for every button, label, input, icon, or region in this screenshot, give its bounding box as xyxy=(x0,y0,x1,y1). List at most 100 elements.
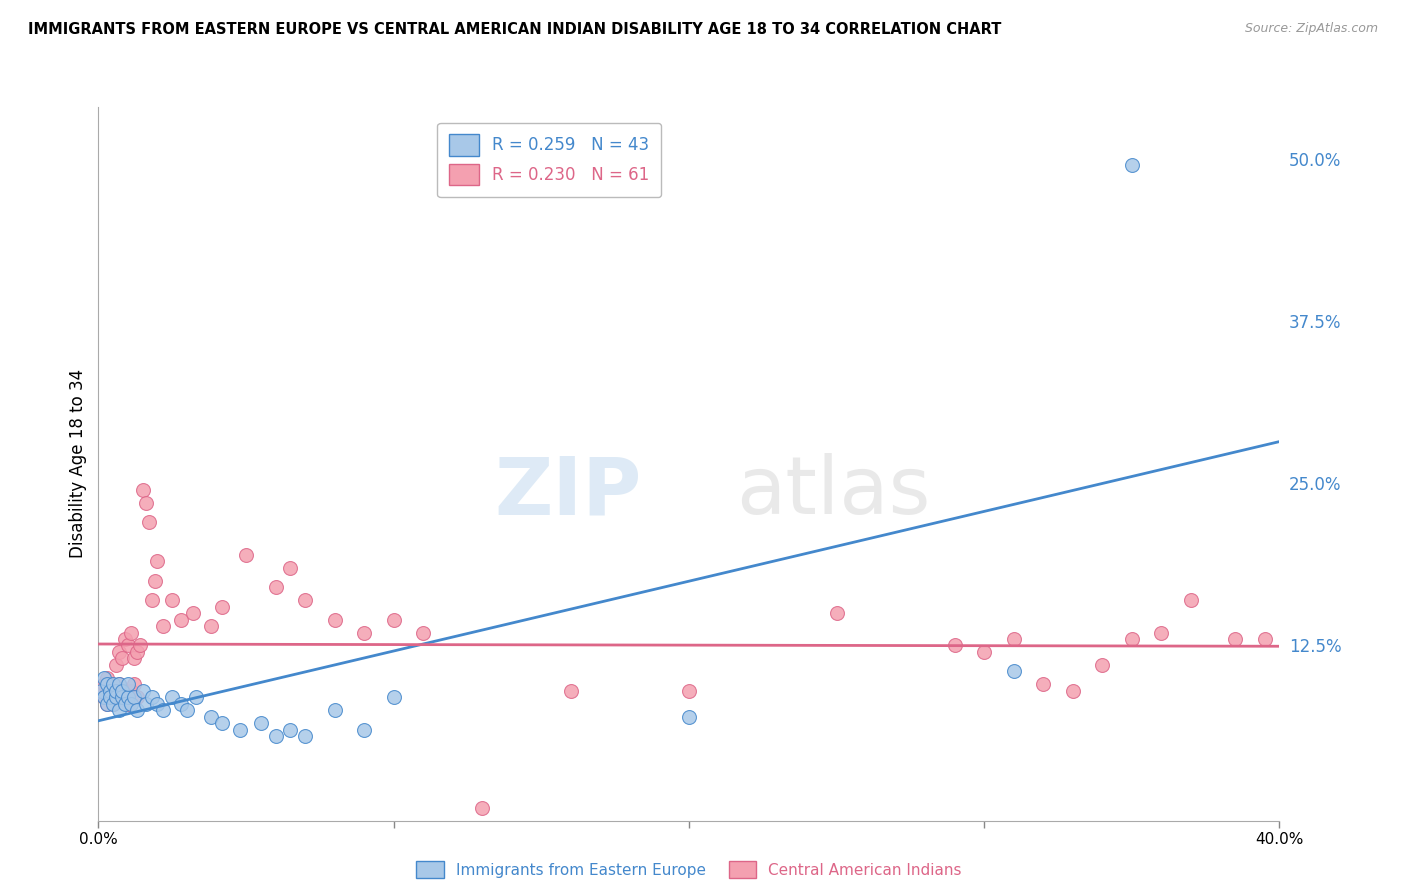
Point xyxy=(111,684,134,698)
Point xyxy=(176,703,198,717)
Point xyxy=(103,677,125,691)
Point xyxy=(108,677,131,691)
Point xyxy=(560,684,582,698)
Point xyxy=(353,625,375,640)
Point xyxy=(1121,632,1143,646)
Text: Source: ZipAtlas.com: Source: ZipAtlas.com xyxy=(1244,22,1378,36)
Point xyxy=(1254,632,1277,646)
Point xyxy=(211,599,233,614)
Point xyxy=(103,697,125,711)
Point xyxy=(162,690,183,705)
Point xyxy=(108,677,131,691)
Point xyxy=(1091,657,1114,672)
Point xyxy=(120,684,142,698)
Point xyxy=(132,684,155,698)
Point xyxy=(117,677,139,691)
Point xyxy=(1062,684,1084,698)
Point xyxy=(125,690,148,705)
Point xyxy=(108,703,131,717)
Point xyxy=(1121,158,1143,172)
Point xyxy=(128,639,150,653)
Point xyxy=(93,690,115,705)
Point xyxy=(108,645,131,659)
Point xyxy=(117,639,139,653)
Point xyxy=(120,697,142,711)
Point xyxy=(278,723,302,737)
Point xyxy=(353,723,375,737)
Point xyxy=(114,632,136,646)
Point xyxy=(294,593,316,607)
Point xyxy=(141,690,163,705)
Point xyxy=(211,716,233,731)
Point xyxy=(111,684,134,698)
Point xyxy=(96,697,118,711)
Point xyxy=(1223,632,1246,646)
Point xyxy=(135,697,157,711)
Y-axis label: Disability Age 18 to 34: Disability Age 18 to 34 xyxy=(69,369,87,558)
Point xyxy=(98,684,121,698)
Point xyxy=(235,548,257,562)
Point xyxy=(678,684,700,698)
Point xyxy=(143,574,166,588)
Point xyxy=(825,606,848,620)
Point xyxy=(98,677,121,691)
Point xyxy=(471,800,494,814)
Point xyxy=(138,515,160,529)
Point xyxy=(1150,625,1173,640)
Point xyxy=(181,606,204,620)
Point xyxy=(200,619,222,633)
Point xyxy=(943,639,966,653)
Point xyxy=(125,645,148,659)
Point xyxy=(117,690,139,705)
Point xyxy=(105,684,128,698)
Point xyxy=(1002,632,1025,646)
Point xyxy=(122,651,145,665)
Point xyxy=(382,613,405,627)
Point xyxy=(323,613,346,627)
Point xyxy=(96,677,118,691)
Point xyxy=(184,690,207,705)
Point xyxy=(114,690,136,705)
Point xyxy=(98,690,121,705)
Point xyxy=(264,729,287,743)
Point xyxy=(105,690,128,705)
Point xyxy=(278,560,302,574)
Point xyxy=(1180,593,1202,607)
Point xyxy=(200,710,222,724)
Point xyxy=(120,625,142,640)
Point xyxy=(294,729,316,743)
Text: ZIP: ZIP xyxy=(495,453,641,532)
Point xyxy=(122,677,145,691)
Point xyxy=(973,645,995,659)
Point xyxy=(264,580,287,594)
Point xyxy=(412,625,434,640)
Point xyxy=(170,697,193,711)
Point xyxy=(132,483,155,497)
Point xyxy=(250,716,273,731)
Point xyxy=(96,671,118,685)
Point xyxy=(114,697,136,711)
Point xyxy=(93,677,115,691)
Point xyxy=(93,671,115,685)
Legend: Immigrants from Eastern Europe, Central American Indians: Immigrants from Eastern Europe, Central … xyxy=(411,855,967,884)
Point xyxy=(146,554,169,568)
Point xyxy=(105,690,128,705)
Point xyxy=(103,697,125,711)
Point xyxy=(125,703,148,717)
Point xyxy=(135,496,157,510)
Point xyxy=(141,593,163,607)
Point xyxy=(170,613,193,627)
Point xyxy=(111,651,134,665)
Point xyxy=(1002,665,1025,679)
Point xyxy=(117,697,139,711)
Point xyxy=(90,684,112,698)
Point xyxy=(105,657,128,672)
Point xyxy=(98,690,121,705)
Point xyxy=(93,690,115,705)
Point xyxy=(111,690,134,705)
Point xyxy=(152,703,174,717)
Point xyxy=(103,684,125,698)
Point xyxy=(152,619,174,633)
Point xyxy=(1032,677,1054,691)
Point xyxy=(146,697,169,711)
